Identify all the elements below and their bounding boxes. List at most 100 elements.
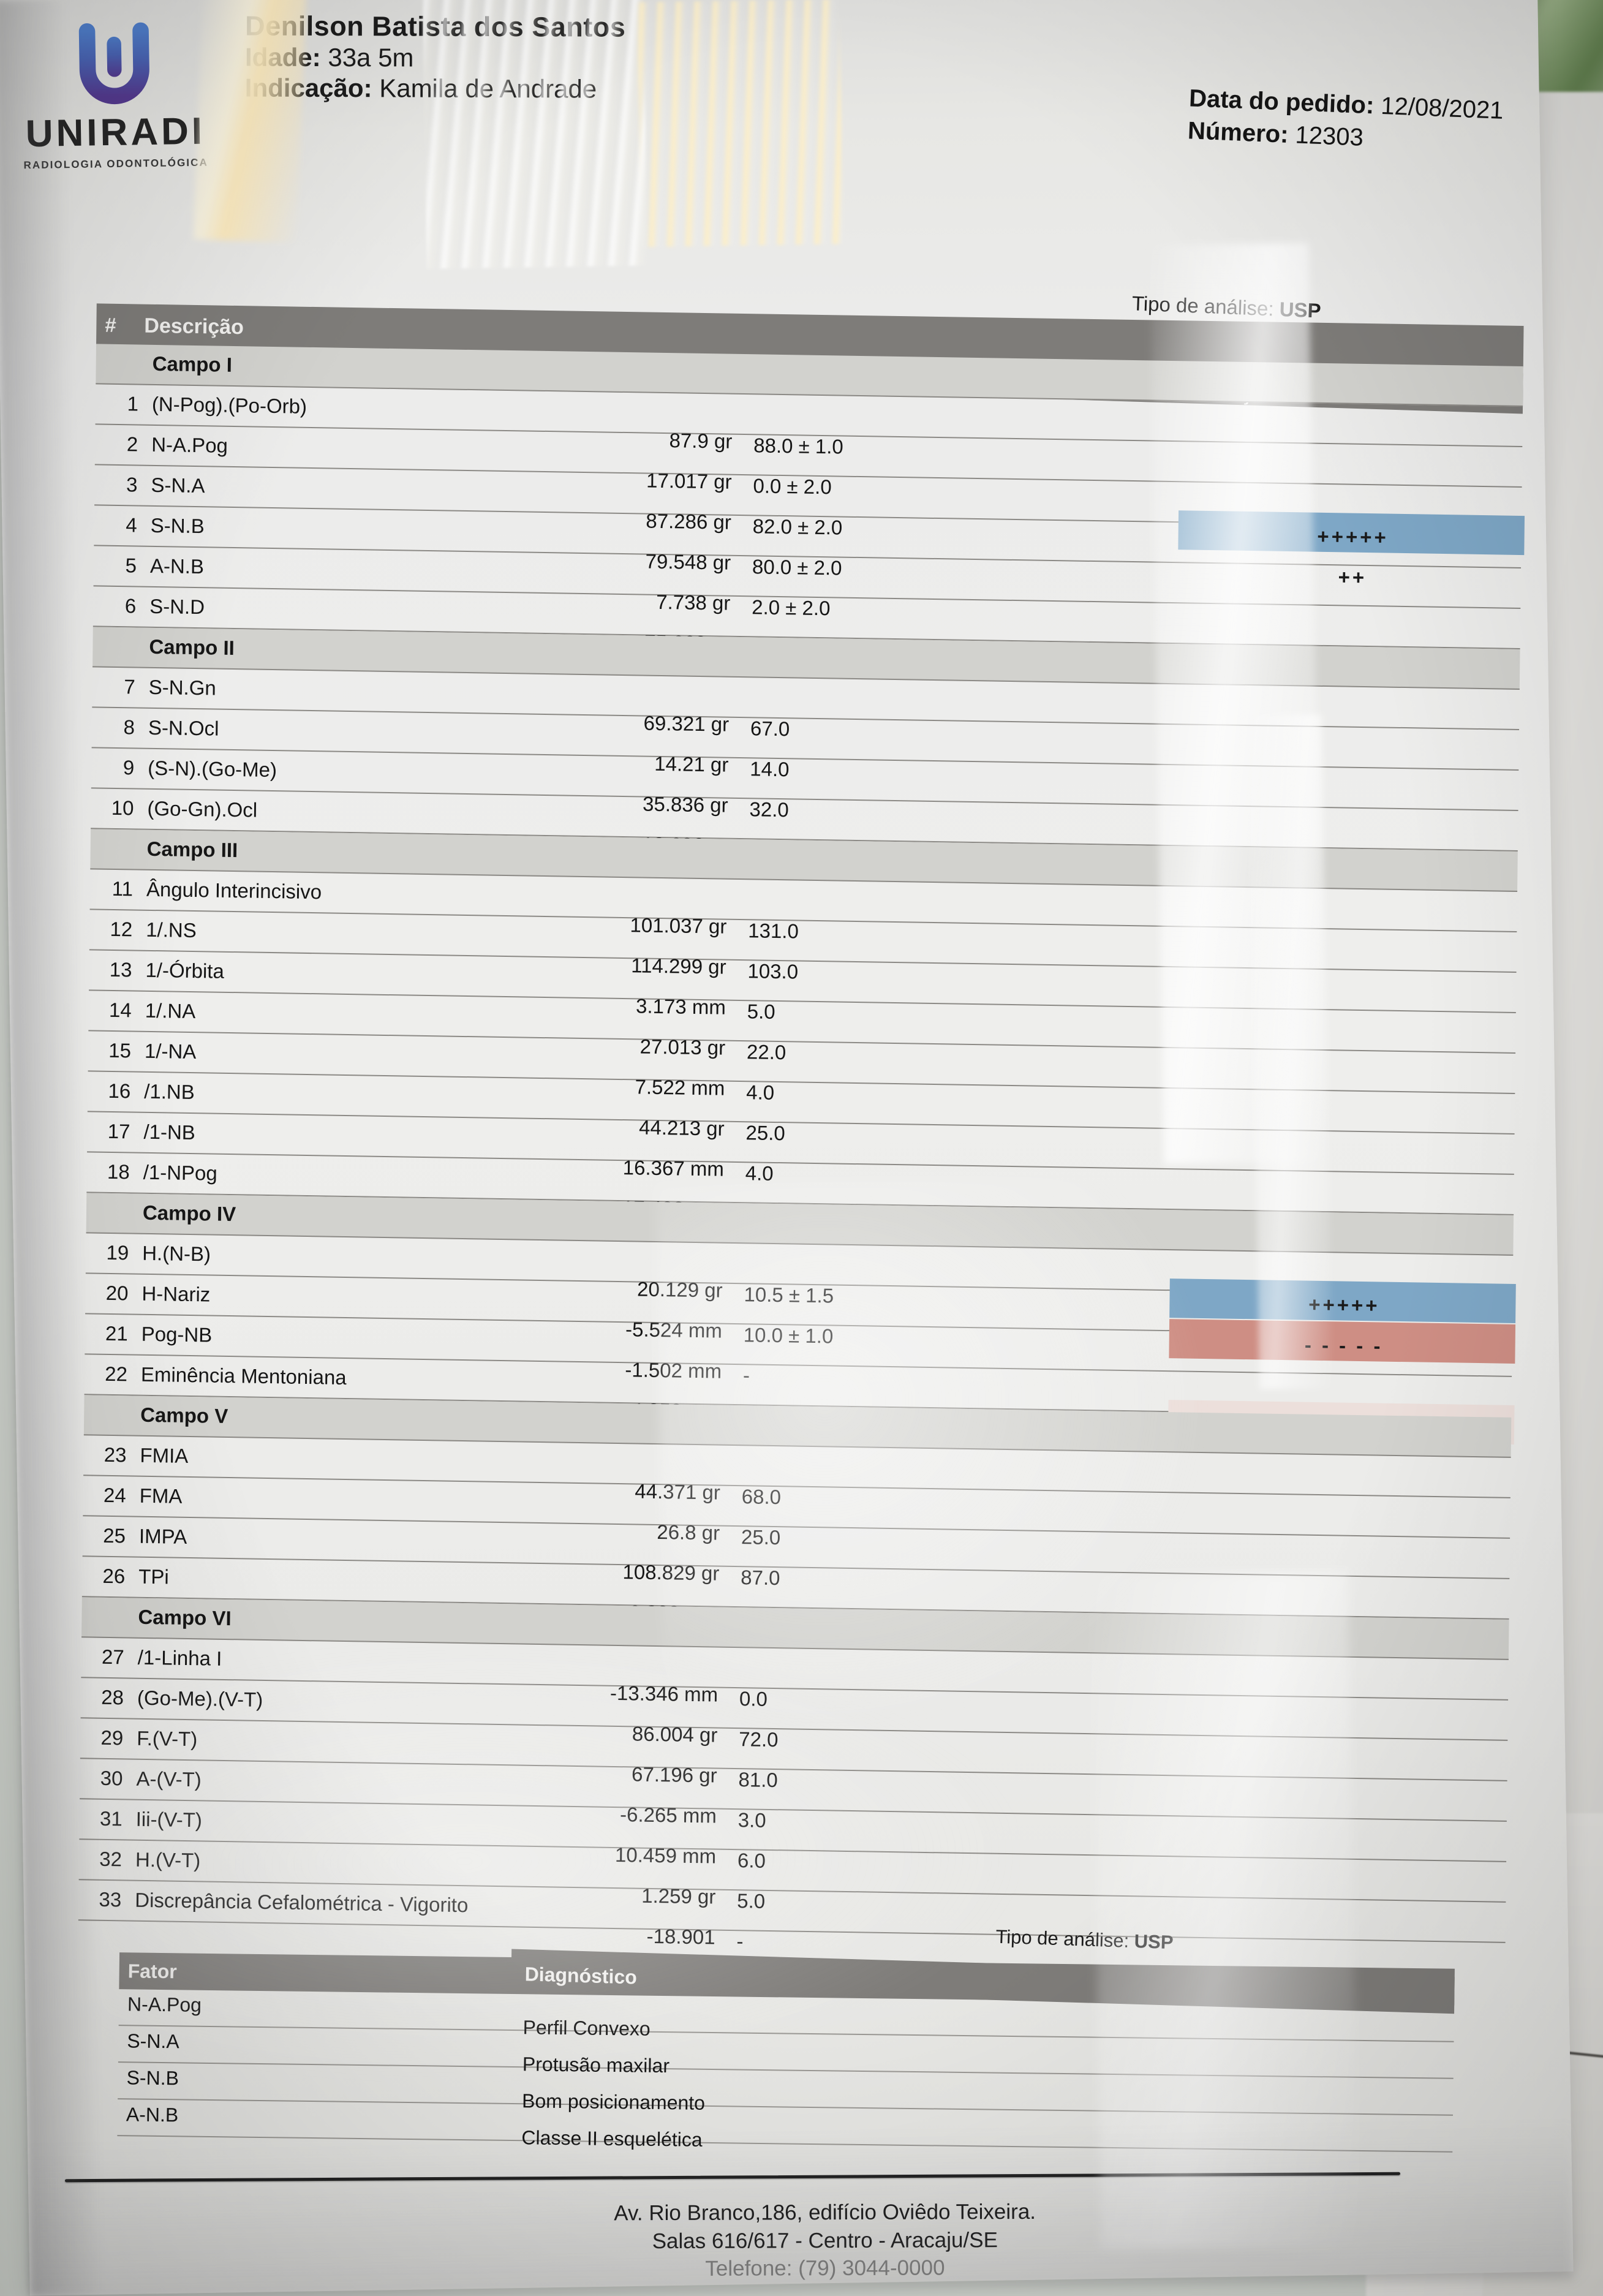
measurement-index: 3 <box>126 473 138 496</box>
measurement-description: Campo VI <box>138 1605 232 1630</box>
measurement-description: (Go-Gn).Ocl <box>147 796 258 821</box>
measurement-description: FMIA <box>140 1443 189 1467</box>
patient-info: Denilson Batista dos Santos Idade: 33a 5… <box>245 10 1011 107</box>
order-number-value: 12303 <box>1294 121 1364 151</box>
measurement-description: N-A.Pog <box>151 432 228 457</box>
measurements-row-list: Campo I 1 (N-Pog).(Po-Orb) 87.9 gr 88.0 ± 1.… <box>78 344 1525 1952</box>
measurement-description: S-N.Ocl <box>148 716 219 740</box>
diagnostic-factor: S-N.B <box>126 2066 179 2090</box>
measurement-index: 8 <box>123 716 135 739</box>
measurement-value <box>546 670 730 673</box>
diagnostic-row-list: N-A.Pog Perfil Convexo S-N.A Protusão maxil… <box>117 1989 1455 2153</box>
measurement-description: S-N.B <box>150 513 205 538</box>
order-date-value: 12/08/2021 <box>1380 92 1504 124</box>
measurement-index: 32 <box>99 1847 123 1871</box>
diagnostic-factor: S-N.A <box>127 2030 179 2053</box>
measurement-description: FMA <box>139 1484 183 1508</box>
measurement-index: 30 <box>100 1766 123 1790</box>
measurement-description: S-N.Gn <box>148 675 216 700</box>
measurement-index: 26 <box>102 1564 126 1588</box>
clinic-tagline: RADIOLOGIA ODONTOLÓGICA <box>23 156 209 172</box>
measurement-description: Campo V <box>140 1403 228 1427</box>
footer-line-2: Salas 616/617 - Centro - Aracaju/SE <box>652 2227 998 2253</box>
measurement-deviation <box>1166 1938 1509 1943</box>
measurements-table: Tipo de análise: USP # Descrição Valor P… <box>78 292 1525 1952</box>
measurement-index: 23 <box>104 1443 127 1467</box>
order-number-label: Número: <box>1187 117 1289 148</box>
measurement-description: H.(N-B) <box>142 1241 211 1266</box>
measurement-description: 1/.NA <box>145 999 196 1023</box>
measurement-description: /1-Linha I <box>137 1645 222 1670</box>
footer-line-1: Av. Rio Branco,186, edifício Oviêdo Teix… <box>614 2199 1036 2226</box>
measurement-description: A-N.B <box>149 554 205 578</box>
column-header-num: # <box>105 313 116 336</box>
measurement-index: 4 <box>126 513 137 537</box>
measurement-description: /1-NPog <box>143 1160 217 1185</box>
measurement-value <box>543 872 727 875</box>
measurement-index: 13 <box>109 957 132 981</box>
measurement-description: TPi <box>138 1565 169 1588</box>
measurement-index: 14 <box>108 998 132 1022</box>
measurement-description: (N-Pog).(Po-Orb) <box>151 392 307 418</box>
measurement-description: S-N.A <box>151 473 205 497</box>
measurement-index: 31 <box>99 1807 123 1830</box>
measurement-value <box>549 387 733 390</box>
diagnostic-factor: N-A.Pog <box>127 1993 202 2016</box>
patient-referral-label: Indicação: <box>244 74 372 103</box>
measurement-index: 6 <box>124 594 137 617</box>
measurement-description: Campo II <box>149 635 235 660</box>
patient-name: Denilson Batista dos Santos <box>245 10 626 43</box>
measurement-index: 25 <box>103 1524 126 1547</box>
measurement-index: 27 <box>101 1645 124 1669</box>
analysis-type-label-2: Tipo de análise: <box>995 1925 1130 1952</box>
measurement-index: 21 <box>105 1321 128 1345</box>
clinic-footer-address: Av. Rio Branco,186, edifício Oviêdo Teix… <box>458 2197 1193 2284</box>
diagnostic-table: Tipo de análise: USP Fator Diagnóstico N… <box>117 1926 1455 2153</box>
order-info: Data do pedido: 12/08/2021 Número: 12303 <box>1187 82 1557 162</box>
patient-referral-row: Indicação: Kamila de Andrade <box>245 73 1011 107</box>
measurement-index: 1 <box>127 392 139 415</box>
measurement-index: 10 <box>111 796 134 820</box>
measurement-description: Ângulo Interincisivo <box>146 877 322 904</box>
measurement-index: 33 <box>99 1887 122 1911</box>
measurement-value: -18.901 <box>646 1924 715 1949</box>
measurement-index <box>89 1604 125 1605</box>
measurement-description: Eminência Mentoniana <box>140 1362 347 1389</box>
patient-age-label: Idade: <box>244 42 321 72</box>
measurement-description: Campo IV <box>142 1201 236 1226</box>
measurement-value <box>537 1438 721 1441</box>
measurement-index: 11 <box>111 877 134 901</box>
measurement-description: Pog-NB <box>141 1322 213 1346</box>
measurement-index: 19 <box>106 1241 129 1264</box>
footer-line-3: Telefone: (79) 3044-0000 <box>705 2256 945 2281</box>
measurement-description: H-Nariz <box>141 1282 211 1306</box>
patient-referral-value: Kamila de Andrade <box>379 74 597 104</box>
measurement-index: 15 <box>108 1038 132 1062</box>
measurement-description: /1.NB <box>144 1079 195 1104</box>
measurement-description: 1/-NA <box>144 1039 197 1063</box>
column-header-factor: Fator <box>127 1960 177 1983</box>
column-header-diagnosis: Diagnóstico <box>524 1963 638 1988</box>
measurement-description: H.(V-T) <box>135 1848 201 1872</box>
report-header: UNIRADI RADIOLOGIA ODONTOLÓGICA Denilson… <box>0 0 1541 221</box>
clinic-name: UNIRADI <box>25 110 206 156</box>
measurement-description: Campo I <box>152 352 233 376</box>
measurement-description: 1/-Órbita <box>145 958 225 983</box>
measurement-index: 5 <box>125 554 137 577</box>
measurement-index: 2 <box>126 432 138 456</box>
measurement-index: 18 <box>107 1160 130 1184</box>
measurement-value <box>535 1640 719 1643</box>
analysis-type-label: Tipo de análise: <box>1131 292 1275 320</box>
measurement-index: 29 <box>100 1726 124 1750</box>
measurement-index: 17 <box>107 1119 130 1143</box>
measurement-index: 20 <box>105 1281 129 1305</box>
analysis-type-top: Tipo de análise: USP <box>1131 292 1321 322</box>
measurement-description: Campo III <box>146 837 238 862</box>
column-header-description: Descrição <box>144 314 244 339</box>
measurement-index: 22 <box>105 1362 128 1386</box>
measurement-standard: - <box>736 1930 744 1953</box>
diagnostic-text: Classe II esquelética <box>521 2126 703 2151</box>
measurement-index: 12 <box>110 917 133 941</box>
analysis-type-value: USP <box>1279 297 1322 322</box>
